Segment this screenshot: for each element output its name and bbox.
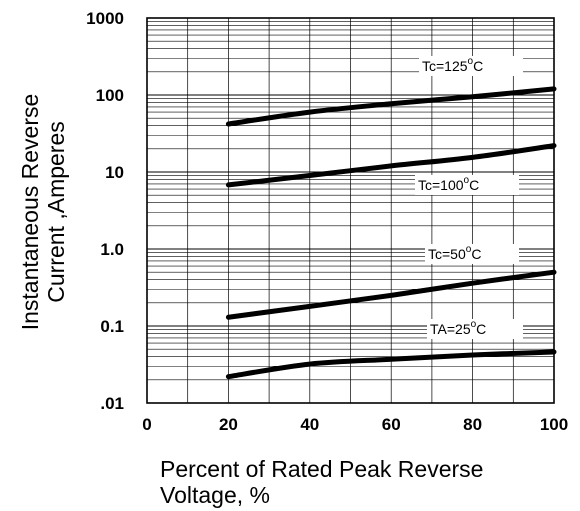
y-tick-labels: 1000 100 10 1.0 0.1 .01	[86, 9, 124, 413]
y-tick-label: 1000	[86, 9, 124, 28]
curve-label-main: Tc=125	[422, 58, 468, 74]
curve-label-degree: o	[471, 319, 477, 330]
curve-label-main: TA=25	[430, 321, 471, 337]
series-line	[225, 143, 557, 188]
y-tick-label: 10	[105, 163, 124, 182]
curve-label: TA=25oC	[430, 319, 486, 337]
curve-label-unit: C	[469, 177, 479, 193]
curve-label-unit: C	[473, 58, 483, 74]
x-axis-title-line1: Percent of Rated Peak Reverse	[160, 456, 483, 482]
series-line	[225, 86, 557, 127]
x-tick-label: 60	[382, 415, 401, 434]
y-axis-title-line2: Current ,Amperes	[43, 121, 69, 303]
x-tick-label: 80	[463, 415, 482, 434]
curve-label-main: Tc=100	[418, 177, 464, 193]
x-tick-label: 0	[142, 415, 151, 434]
curve-label-degree: o	[466, 244, 472, 255]
curve-label-background	[419, 56, 523, 76]
curve-label-unit: C	[471, 246, 481, 262]
y-tick-label: .01	[100, 394, 124, 413]
x-tick-labels: 0 20 40 60 80 100	[142, 415, 568, 434]
curve-label-degree: o	[464, 175, 470, 186]
y-axis-title-line1: Instantaneous Reverse	[17, 94, 43, 331]
curve-label-background	[425, 244, 519, 264]
curves	[225, 86, 557, 380]
curve-label-unit: C	[476, 321, 486, 337]
series-line	[225, 269, 557, 320]
series-line	[225, 349, 557, 380]
curve-label-background	[427, 319, 523, 339]
curve-label-main: Tc=50	[428, 246, 466, 262]
curve-label-background	[415, 175, 519, 195]
x-tick-label: 40	[300, 415, 319, 434]
curve-label: Tc=50oC	[428, 244, 481, 262]
x-axis-title-line2: Voltage, %	[160, 482, 270, 508]
y-tick-label: 100	[96, 86, 124, 105]
y-tick-label: 1.0	[100, 240, 124, 259]
curve-label-degree: o	[468, 56, 474, 67]
y-tick-label: 0.1	[100, 317, 124, 336]
plot-frame	[146, 17, 555, 404]
curve-label: Tc=100oC	[418, 175, 479, 193]
x-tick-label: 100	[540, 415, 568, 434]
curve-label: Tc=125oC	[422, 56, 483, 74]
x-tick-label: 20	[219, 415, 238, 434]
